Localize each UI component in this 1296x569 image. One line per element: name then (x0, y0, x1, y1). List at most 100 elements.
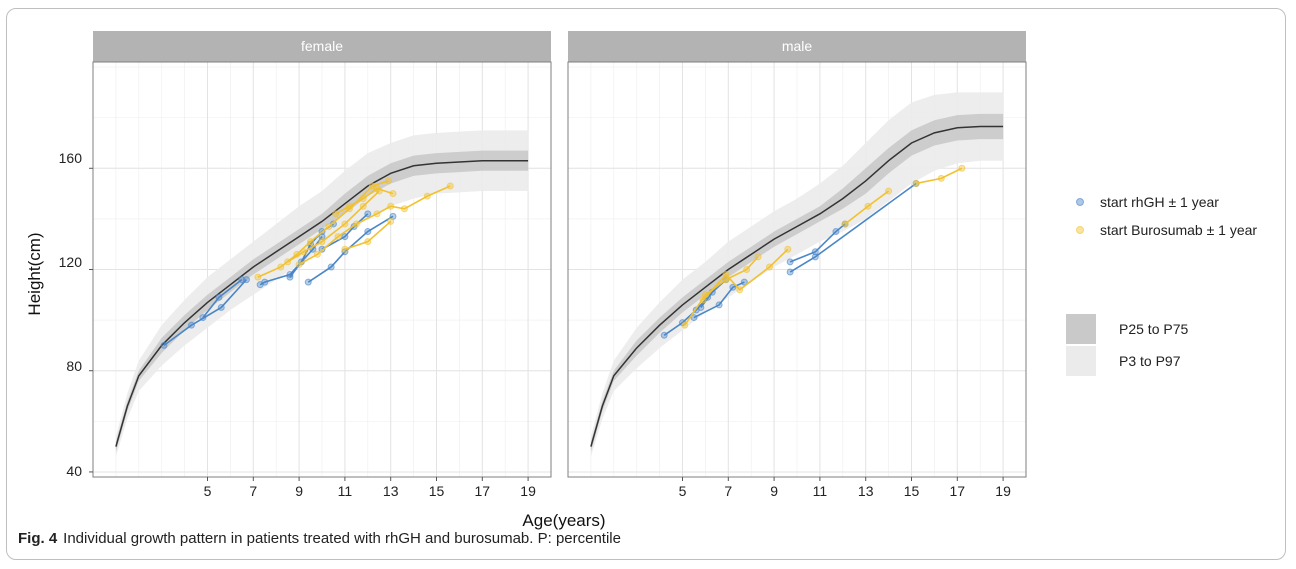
patient-trajectory-burosumab (295, 182, 454, 268)
data-point (736, 286, 744, 294)
legend-swatch-rhgh (1076, 198, 1084, 206)
trajectory-line (915, 167, 963, 185)
median-line (590, 125, 1004, 447)
trajectory-line (344, 220, 392, 251)
data-point (697, 303, 705, 311)
data-point (784, 245, 792, 253)
data-point (699, 296, 707, 304)
data-point (327, 263, 335, 271)
data-point (384, 177, 392, 185)
x-tick-label: 7 (724, 483, 732, 499)
data-point (387, 202, 395, 210)
data-point (364, 238, 372, 246)
data-point (690, 314, 698, 322)
panels-layer: female 5 7 9 11 13 15 17 19 male 5 7 9 11 13 15 17 19 (89, 31, 1027, 499)
patient-trajectory-rhgh (304, 212, 397, 286)
data-point (373, 185, 381, 193)
data-point (341, 245, 349, 253)
patient-trajectory-burosumab (332, 185, 397, 218)
data-point (318, 233, 326, 241)
x-tick-label: 7 (249, 483, 257, 499)
legend-label-p3-p97: P3 to P97 (1119, 353, 1181, 369)
data-point (359, 202, 367, 210)
data-point (715, 301, 723, 309)
data-point (215, 293, 223, 301)
data-point (958, 164, 966, 172)
data-point (160, 341, 168, 349)
legend-series-rhgh: start rhGH ± 1 year (1076, 194, 1219, 210)
data-point (187, 321, 195, 329)
patient-trajectory-rhgh (786, 179, 920, 276)
data-point (786, 258, 794, 266)
facet-strip (568, 31, 1026, 62)
patient-trajectory-burosumab (841, 187, 893, 228)
data-point (885, 187, 893, 195)
data-point (261, 278, 269, 286)
data-point (373, 210, 381, 218)
patient-trajectory-burosumab (912, 164, 966, 187)
data-point (832, 228, 840, 236)
data-point (446, 182, 454, 190)
data-point (199, 314, 207, 322)
data-point (217, 303, 225, 311)
x-tick-label: 11 (813, 483, 828, 499)
data-point (754, 253, 762, 261)
data-point (295, 260, 303, 268)
data-point (389, 190, 397, 198)
x-tick-label: 19 (520, 483, 536, 499)
legend: start rhGH ± 1 year start Burosumab ± 1 … (1066, 194, 1257, 376)
data-point (740, 278, 748, 286)
y-tick-label: 120 (59, 254, 83, 270)
data-point (681, 321, 689, 329)
x-tick-label: 15 (904, 483, 920, 499)
data-point (811, 248, 819, 256)
data-point (364, 210, 372, 218)
data-point (729, 283, 737, 291)
data-point (254, 273, 262, 281)
data-point (284, 258, 292, 266)
y-tick-label: 80 (66, 358, 82, 374)
patient-trajectory-burosumab (284, 187, 383, 266)
data-point (277, 263, 285, 271)
trajectory-line (321, 213, 369, 250)
trajectory-line (844, 190, 890, 225)
legend-band-inner: P25 to P75 (1066, 314, 1188, 344)
data-point (304, 278, 312, 286)
x-tick-label: 9 (770, 483, 778, 499)
x-tick-label: 17 (950, 483, 966, 499)
data-point (660, 331, 668, 339)
x-tick-label: 17 (475, 483, 491, 499)
patient-trajectory-burosumab (254, 177, 392, 281)
patient-trajectory-rhgh (199, 276, 246, 322)
data-point (841, 220, 849, 228)
trajectory-line (789, 223, 846, 263)
data-point (286, 273, 294, 281)
y-tick-label: 40 (66, 463, 82, 479)
legend-swatch-p25-p75 (1066, 314, 1096, 344)
x-tick-label: 13 (383, 483, 399, 499)
trajectory-line (163, 279, 248, 347)
figure-caption-label: Fig. 4 (18, 530, 58, 547)
trajectory-line (202, 278, 243, 319)
data-point (387, 217, 395, 225)
data-point (313, 250, 321, 258)
x-tick-label: 5 (679, 483, 687, 499)
data-point (318, 238, 326, 246)
data-point (811, 253, 819, 261)
y-axis-title: Height(cm) (25, 232, 44, 315)
patient-trajectory-burosumab (341, 217, 395, 253)
x-axis-title: Age(years) (522, 511, 605, 530)
legend-label-burosumab: start Burosumab ± 1 year (1100, 222, 1257, 238)
data-point (325, 222, 333, 230)
x-tick-label: 15 (429, 483, 445, 499)
data-point (937, 174, 945, 182)
panel-male: male 5 7 9 11 13 15 17 19 (567, 31, 1027, 499)
data-point (332, 210, 340, 218)
patient-trajectory-burosumab (699, 245, 792, 304)
data-point (766, 263, 774, 271)
data-point (341, 220, 349, 228)
data-point (400, 205, 408, 213)
median-line (115, 159, 529, 447)
data-point (307, 238, 315, 246)
